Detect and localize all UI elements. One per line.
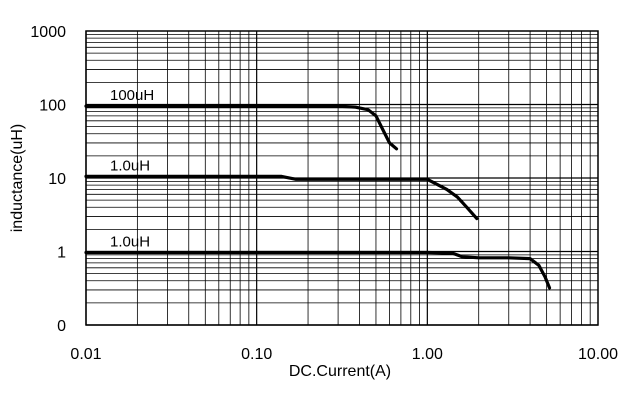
- y-tick-label: 100: [39, 98, 66, 115]
- series-labels: 100uH 1.0uH 1.0uH: [110, 87, 154, 250]
- series-lines: [84, 104, 552, 290]
- y-tick-label: 0: [57, 318, 66, 335]
- x-tick-label: 0.01: [70, 346, 101, 363]
- y-tick-label: 10: [48, 171, 66, 188]
- y-tick-label: 1: [57, 245, 66, 262]
- y-tick-label: 1000: [30, 24, 66, 41]
- x-axis-title: DC.Current(A): [289, 363, 391, 380]
- series-line-1: [84, 104, 399, 151]
- series-line-3: [84, 250, 552, 290]
- y-axis-title: inductance(uH): [9, 124, 26, 233]
- series-label-2: 1.0uH: [110, 157, 150, 174]
- series-label-1: 100uH: [110, 87, 154, 104]
- x-tick-label: 0.10: [241, 346, 272, 363]
- tick-labels: 0.01 0.10 1.00 10.00 0 1 10 100 1000: [30, 24, 618, 363]
- series-line-2: [84, 174, 479, 221]
- x-tick-label: 10.00: [578, 346, 618, 363]
- x-tick-label: 1.00: [412, 346, 443, 363]
- series-label-3: 1.0uH: [110, 233, 150, 250]
